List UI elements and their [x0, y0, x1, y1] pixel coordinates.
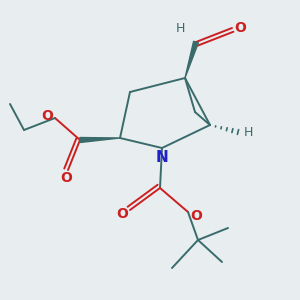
Text: O: O	[41, 109, 53, 123]
Text: O: O	[60, 171, 72, 185]
Text: O: O	[190, 209, 202, 223]
Text: O: O	[116, 207, 128, 221]
Polygon shape	[185, 41, 198, 78]
Text: N: N	[156, 151, 168, 166]
Text: H: H	[175, 22, 185, 34]
Polygon shape	[80, 137, 120, 142]
Text: H: H	[243, 125, 253, 139]
Text: O: O	[234, 21, 246, 35]
